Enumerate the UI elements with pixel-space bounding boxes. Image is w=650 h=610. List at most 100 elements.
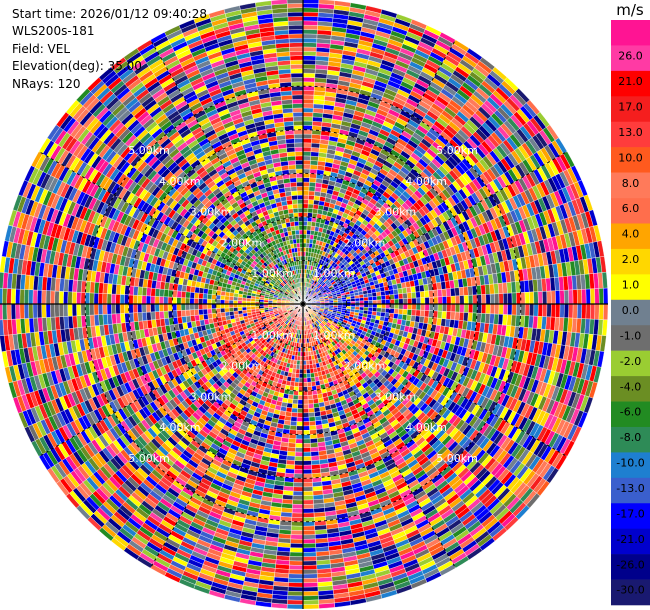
velocity-gate: [296, 425, 304, 431]
velocity-gate: [292, 394, 299, 400]
velocity-gate: [290, 538, 304, 544]
velocity-gate: [394, 298, 400, 305]
velocity-gate: [542, 291, 548, 305]
velocity-gate: [311, 217, 317, 223]
velocity-gate: [402, 298, 408, 305]
velocity-gate: [398, 298, 404, 305]
velocity-gate: [306, 229, 311, 235]
velocity-gate: [376, 307, 382, 313]
velocity-gate: [309, 368, 315, 374]
velocity-gate: [297, 399, 304, 405]
velocity-gate: [295, 438, 304, 444]
velocity-gate: [415, 297, 421, 305]
velocity-gate: [485, 294, 491, 305]
velocity-gate: [312, 208, 319, 214]
velocity-gate: [302, 560, 317, 566]
velocity-gate: [310, 151, 320, 157]
velocity-gate: [450, 287, 456, 297]
velocity-gate: [309, 438, 318, 444]
velocity-gate: [376, 303, 382, 309]
velocity-gate: [302, 469, 313, 475]
velocity-gate: [559, 290, 565, 305]
velocity-gate: [302, 408, 309, 414]
velocity-gate: [306, 225, 312, 231]
velocity-gate: [302, 512, 315, 518]
velocity-gate: [293, 469, 304, 475]
velocity-gate: [471, 312, 478, 323]
velocity-gate: [472, 294, 478, 305]
velocity-gate: [419, 291, 426, 299]
velocity-gate: [305, 360, 310, 366]
velocity-gate: [295, 443, 304, 448]
velocity-gate: [289, 556, 304, 562]
velocity-gate: [603, 287, 609, 305]
velocity-gate: [363, 296, 369, 301]
velocity-gate: [302, 412, 310, 418]
velocity-gate: [291, 517, 304, 523]
velocity-gate: [302, 416, 310, 422]
velocity-gate: [302, 421, 310, 427]
velocity-gate: [498, 293, 504, 305]
velocity-gate: [290, 412, 298, 418]
velocity-gate: [302, 129, 313, 135]
velocity-gate: [288, 433, 297, 440]
velocity-gate: [302, 24, 318, 31]
velocity-gate: [428, 290, 434, 298]
velocity-gate: [502, 293, 508, 305]
velocity-gate: [581, 303, 587, 320]
velocity-gate: [308, 407, 315, 413]
velocity-gate: [293, 477, 304, 483]
velocity-gate: [305, 355, 310, 361]
velocity-gate: [302, 20, 319, 26]
velocity-gate: [302, 203, 309, 209]
velocity-gate: [302, 534, 316, 540]
velocity-gate: [293, 473, 304, 479]
velocity-gate: [402, 303, 408, 310]
velocity-gate: [308, 412, 316, 418]
velocity-gate: [302, 438, 311, 444]
velocity-gate: [302, 168, 311, 174]
velocity-gate: [407, 298, 413, 305]
velocity-gate: [572, 289, 578, 305]
velocity-gate: [302, 42, 317, 48]
velocity-gate: [411, 297, 417, 305]
velocity-gate: [292, 503, 304, 509]
velocity-gate: [463, 312, 469, 322]
velocity-gate: [402, 292, 408, 299]
velocity-gate: [302, 33, 318, 39]
velocity-gate: [433, 303, 439, 312]
velocity-gate: [367, 296, 373, 301]
velocity-gate: [502, 303, 508, 315]
velocity-gate: [563, 303, 569, 319]
velocity-gate: [494, 303, 500, 315]
velocity-gate: [311, 385, 317, 391]
velocity-gate: [507, 303, 513, 316]
velocity-gate: [302, 377, 308, 383]
velocity-gate: [450, 295, 456, 305]
velocity-gate: [293, 486, 304, 492]
velocity-gate: [576, 303, 583, 319]
velocity-gate: [428, 296, 434, 305]
velocity-gate: [402, 309, 408, 316]
velocity-gate: [302, 125, 313, 131]
velocity-gate: [367, 307, 373, 312]
velocity-gate: [302, 503, 314, 509]
velocity-gate: [302, 586, 319, 592]
velocity-gate: [289, 385, 295, 391]
velocity-gate: [476, 303, 482, 314]
velocity-gate: [296, 416, 304, 422]
velocity-gate: [290, 534, 304, 540]
velocity-gate: [406, 309, 412, 316]
velocity-gate: [467, 312, 473, 322]
velocity-gate: [302, 473, 313, 479]
velocity-gate: [494, 293, 500, 305]
velocity-gate: [302, 564, 318, 570]
velocity-gate: [302, 107, 314, 113]
velocity-gate: [363, 293, 369, 298]
velocity-gate: [458, 312, 465, 322]
velocity-gate: [298, 386, 304, 392]
velocity-gate: [302, 51, 317, 57]
velocity-gate: [380, 290, 386, 296]
velocity-gate: [302, 225, 308, 231]
